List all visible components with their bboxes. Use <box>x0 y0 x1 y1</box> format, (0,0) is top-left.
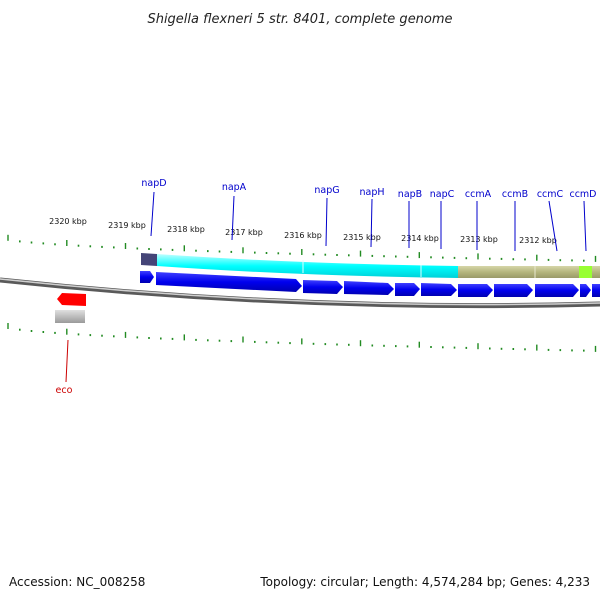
gene-arrow[interactable] <box>421 283 457 296</box>
gene-arrow[interactable] <box>140 271 154 283</box>
dark-block[interactable] <box>141 253 157 266</box>
kbp-label-2316: 2316 kbp <box>284 231 322 240</box>
kbp-label-2319: 2319 kbp <box>108 221 146 230</box>
gene-label-napA[interactable]: napA <box>222 182 247 193</box>
gene-label-napD[interactable]: napD <box>141 178 166 189</box>
genome-title: Shigella flexneri 5 str. 8401, complete … <box>147 12 452 27</box>
kbp-label-2313: 2313 kbp <box>460 235 498 244</box>
gene-track <box>140 271 600 297</box>
gene-arrow[interactable] <box>535 284 579 297</box>
gene-arrow[interactable] <box>395 283 420 296</box>
leader-line-napA <box>231 195 235 241</box>
leader-line-napH <box>370 198 373 248</box>
gene-label-napC[interactable]: napC <box>430 189 455 200</box>
kbp-label-2315: 2315 kbp <box>343 233 381 242</box>
gene-label-eco[interactable]: eco <box>56 385 73 396</box>
topology-text: Topology: circular; Length: 4,574,284 bp… <box>259 575 590 589</box>
gene-arrow[interactable] <box>458 284 493 297</box>
genome-backbone <box>0 277 600 309</box>
gene-arrow[interactable] <box>344 281 394 295</box>
gene-label-ccmC[interactable]: ccmC <box>537 189 564 200</box>
gene-arrow[interactable] <box>494 284 533 297</box>
lower-tick-row <box>7 323 597 352</box>
annotation-band <box>141 253 600 278</box>
leader-line-ccmC <box>548 200 558 252</box>
leader-line-napD <box>150 191 155 237</box>
gene-labels: napD napA napG napH napB napC ccmA ccmB … <box>141 178 597 252</box>
kbp-scale: 2320 kbp 2319 kbp 2318 kbp 2317 kbp 2316… <box>49 217 557 245</box>
gene-label-napB[interactable]: napB <box>398 189 422 200</box>
gene-arrow[interactable] <box>156 272 302 292</box>
kbp-label-2312: 2312 kbp <box>519 236 557 245</box>
leader-line-ccmD <box>583 200 587 252</box>
kbp-label-2318: 2318 kbp <box>167 225 205 234</box>
accession-text: Accession: NC_008258 <box>9 575 145 589</box>
leader-line-napG <box>325 197 328 247</box>
gene-label-ccmD[interactable]: ccmD <box>569 189 596 200</box>
eco-red-feature[interactable] <box>57 293 86 306</box>
gene-label-napH[interactable]: napH <box>359 187 384 198</box>
gene-label-ccmA[interactable]: ccmA <box>465 189 492 200</box>
kbp-label-2317: 2317 kbp <box>225 228 263 237</box>
lime-block[interactable] <box>579 266 592 278</box>
kbp-label-2320: 2320 kbp <box>49 217 87 226</box>
gene-arrow[interactable] <box>303 280 343 294</box>
olive-band-tail[interactable] <box>592 266 600 278</box>
gene-label-napG[interactable]: napG <box>314 185 339 196</box>
eco-leader-line <box>65 339 69 383</box>
kbp-label-2314: 2314 kbp <box>401 234 439 243</box>
gray-feature[interactable] <box>55 310 85 323</box>
gene-label-ccmB[interactable]: ccmB <box>502 189 528 200</box>
olive-band-segment[interactable] <box>458 266 579 278</box>
gene-arrow[interactable] <box>580 284 591 297</box>
genome-backbone-highlight <box>0 278 600 306</box>
upper-tick-row <box>7 234 597 262</box>
cyan-band-segment[interactable] <box>157 254 458 278</box>
gene-arrow[interactable] <box>592 284 600 297</box>
